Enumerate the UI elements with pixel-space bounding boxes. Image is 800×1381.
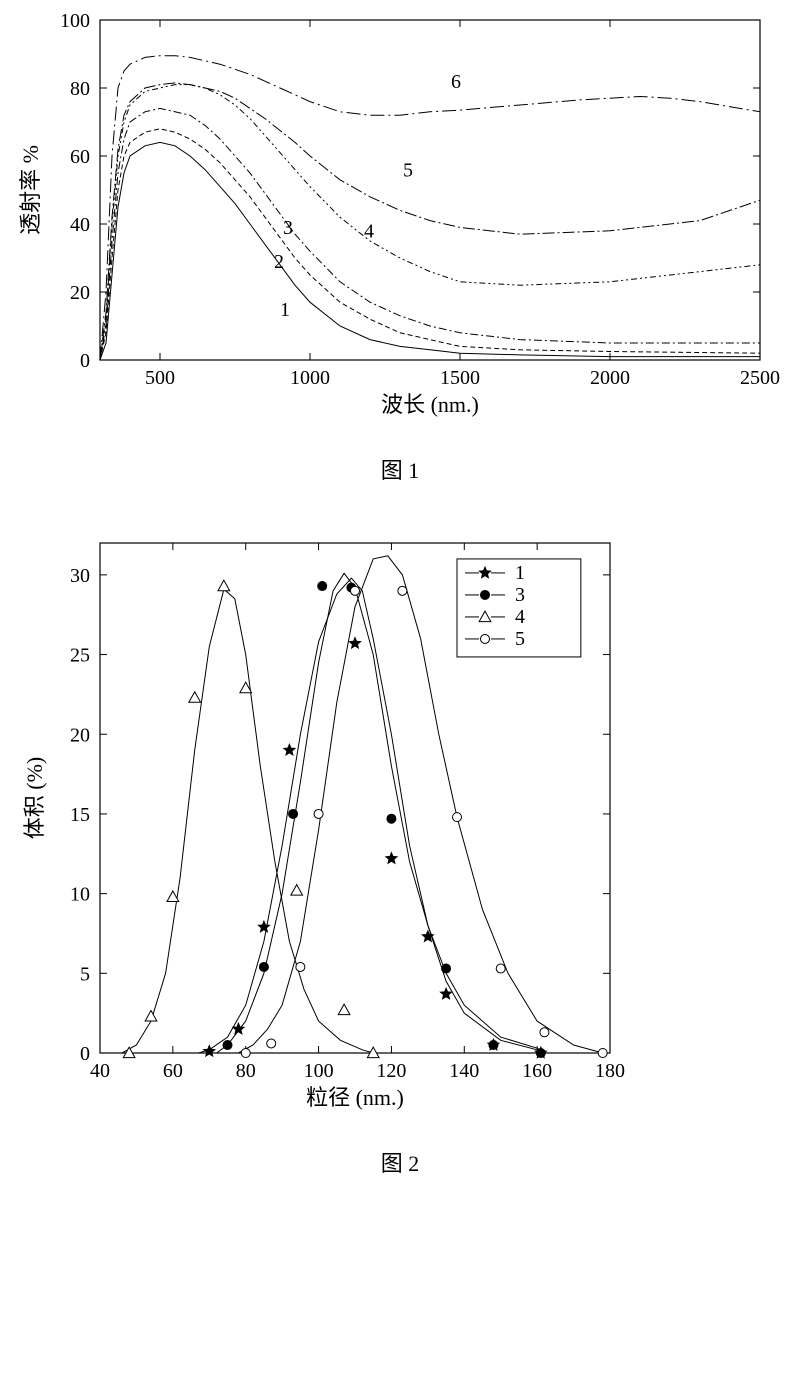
y-axis-title: 透射率 % [18, 145, 43, 235]
marker-series-4 [218, 580, 230, 591]
ytick-label: 30 [70, 565, 90, 587]
marker-series-3 [259, 962, 268, 971]
marker-series-1 [284, 744, 295, 755]
xtick-label: 60 [163, 1060, 183, 1082]
marker-series-5 [540, 1028, 549, 1037]
ytick-label: 100 [60, 10, 90, 32]
marker-series-5 [398, 586, 407, 595]
marker-series-3 [442, 964, 451, 973]
xtick-label: 500 [145, 367, 175, 389]
marker-series-5 [496, 964, 505, 973]
ytick-label: 20 [70, 724, 90, 746]
xtick-label: 2500 [740, 367, 780, 389]
figure-1: 500 1000 1500 2000 2500 0 20 40 60 80 100 波长 (nm.) 透… [0, 0, 800, 435]
figure-2: 406080100120140160180051015202530粒径 (nm.… [0, 513, 800, 1128]
x-axis-title: 粒径 (nm.) [306, 1085, 404, 1110]
series-label-6: 6 [451, 71, 461, 93]
marker-series-4 [291, 885, 303, 896]
xtick-label: 100 [304, 1060, 334, 1082]
series-label-1: 1 [280, 299, 290, 321]
ytick-label: 0 [80, 350, 90, 372]
xtick-label: 160 [522, 1060, 552, 1082]
series-3 [100, 108, 760, 360]
marker-series-4 [145, 1010, 157, 1021]
legend-label-1: 1 [515, 562, 525, 584]
xtick-label: 180 [595, 1060, 625, 1082]
legend-marker-5 [481, 634, 490, 643]
marker-series-5 [453, 813, 462, 822]
x-axis-title: 波长 (nm.) [381, 392, 479, 417]
xtick-label: 120 [376, 1060, 406, 1082]
ytick-label: 60 [70, 146, 90, 168]
xtick-label: 40 [90, 1060, 110, 1082]
marker-series-1 [441, 988, 452, 999]
marker-series-1 [349, 638, 360, 649]
marker-series-3 [318, 582, 327, 591]
series-label-5: 5 [403, 159, 413, 181]
xtick-label: 140 [449, 1060, 479, 1082]
legend-marker-3 [481, 590, 490, 599]
marker-series-3 [536, 1049, 545, 1058]
marker-series-5 [296, 962, 305, 971]
figure-1-caption: 图 1 [0, 453, 800, 485]
marker-series-5 [351, 586, 360, 595]
marker-series-5 [314, 809, 323, 818]
series-4 [122, 589, 373, 1053]
series-6 [100, 56, 760, 360]
series-1 [100, 142, 760, 360]
ytick-label: 25 [70, 645, 90, 667]
series-5 [100, 83, 760, 360]
ytick-label: 40 [70, 214, 90, 236]
xtick-label: 1000 [290, 367, 330, 389]
xtick-label: 2000 [590, 367, 630, 389]
ytick-label: 10 [70, 884, 90, 906]
marker-series-1 [386, 853, 397, 864]
marker-series-3 [289, 809, 298, 818]
marker-series-3 [387, 814, 396, 823]
series-2 [100, 129, 760, 360]
marker-series-5 [241, 1049, 250, 1058]
chart-1-svg: 500 1000 1500 2000 2500 0 20 40 60 80 100 波长 (nm.) 透… [0, 0, 780, 430]
marker-series-5 [267, 1039, 276, 1048]
legend-label-5: 5 [515, 628, 525, 650]
ytick-label: 5 [80, 963, 90, 985]
y-axis-title: 体积 (%) [22, 757, 47, 839]
ytick-label: 80 [70, 78, 90, 100]
marker-series-3 [489, 1041, 498, 1050]
ytick-label: 0 [80, 1043, 90, 1065]
marker-series-3 [223, 1041, 232, 1050]
chart-2-svg: 406080100120140160180051015202530粒径 (nm.… [0, 513, 640, 1123]
marker-series-5 [598, 1049, 607, 1058]
ytick-label: 15 [70, 804, 90, 826]
ytick-label: 20 [70, 282, 90, 304]
figure-2-caption: 图 2 [0, 1146, 800, 1178]
series-4 [100, 85, 760, 360]
xtick-label: 1500 [440, 367, 480, 389]
series-label-2: 2 [274, 251, 284, 273]
marker-series-4 [189, 692, 201, 703]
legend-label-3: 3 [515, 584, 525, 606]
xtick-label: 80 [236, 1060, 256, 1082]
series-label-4: 4 [364, 221, 374, 243]
legend-label-4: 4 [515, 606, 525, 628]
series-label-3: 3 [283, 217, 293, 239]
marker-series-4 [338, 1004, 350, 1015]
